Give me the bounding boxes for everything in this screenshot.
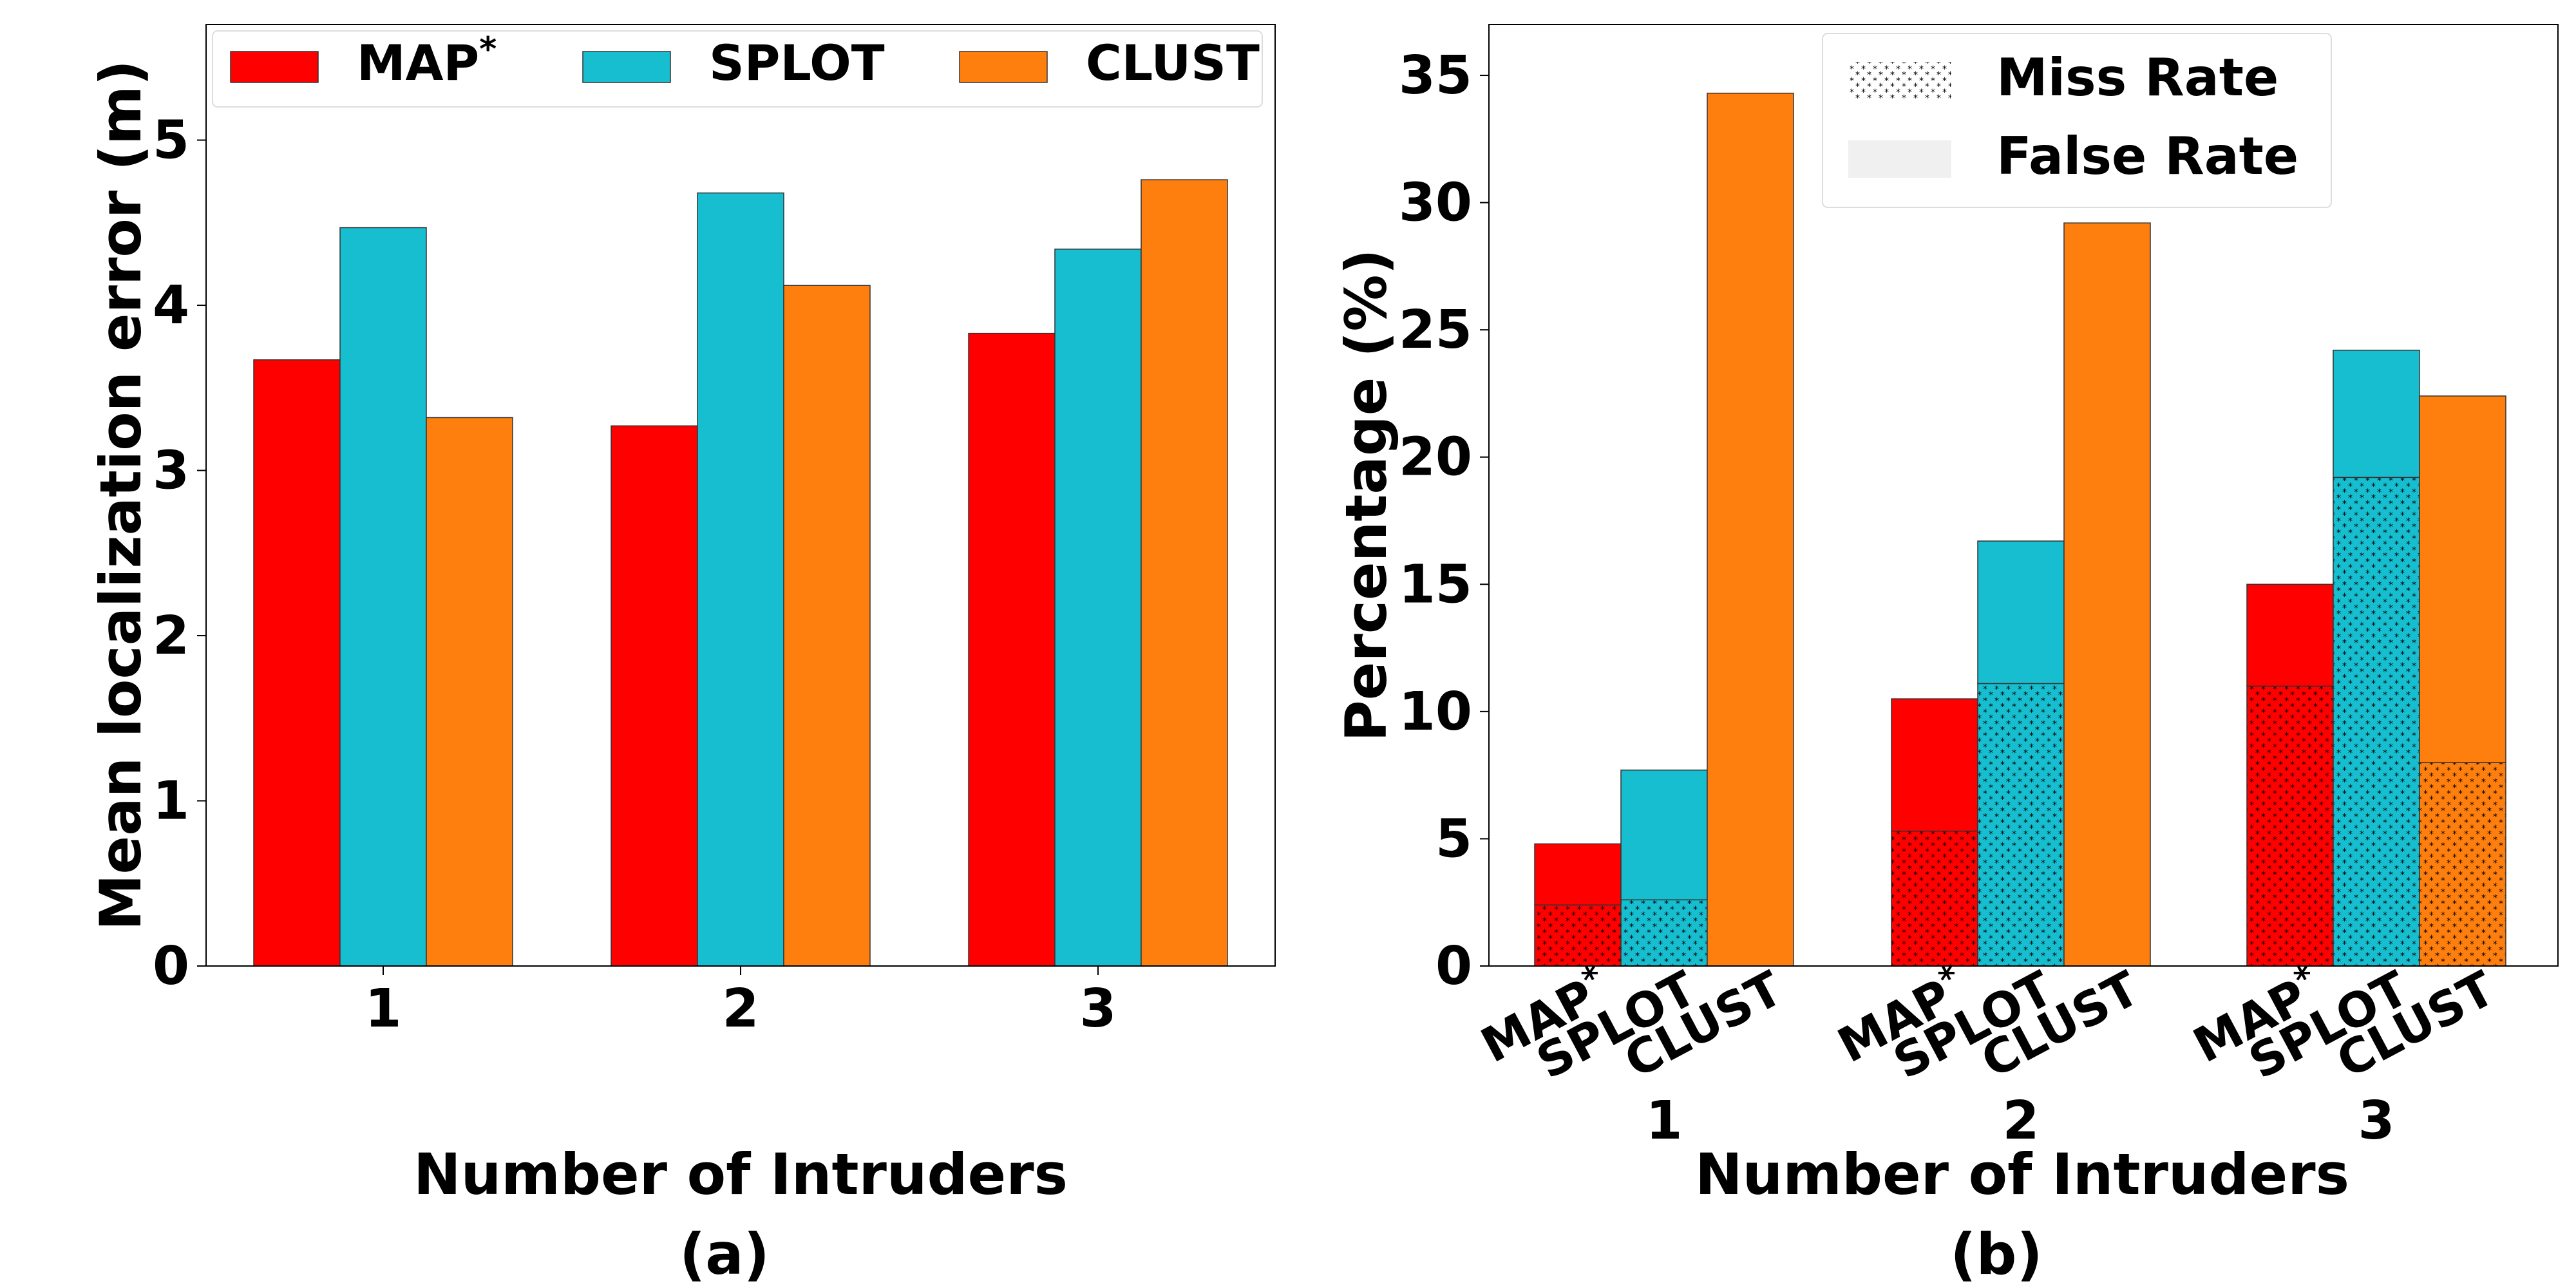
bar-clust-2 bbox=[783, 285, 871, 967]
panel-b-x-axis-label: Number of Intruders bbox=[1695, 1141, 2349, 1208]
legend-label-splot: SPLOT bbox=[709, 34, 885, 91]
bar-false-clust-3 bbox=[2419, 395, 2506, 763]
legend-label-clust: CLUST bbox=[1086, 34, 1260, 91]
y-tick-label-25: 25 bbox=[1399, 299, 1472, 361]
bar-map-3 bbox=[968, 332, 1056, 967]
panel-a-y-ticks: 0 1 2 3 4 5 bbox=[153, 110, 206, 997]
x-group-label-2: 2 bbox=[2002, 1090, 2039, 1151]
bar-splot-3 bbox=[1054, 249, 1142, 967]
panel-b-y-axis-label: Percentage (%) bbox=[1333, 249, 1399, 741]
panel-b-rate-chart: 0 5 10 15 20 25 30 35 MAP*SPLOTCLUST1MAP*SPLOTC… bbox=[1333, 24, 2559, 1287]
y-tick-label-5: 5 bbox=[1435, 808, 1472, 869]
bar-clust-3 bbox=[1141, 179, 1228, 967]
panel-b-x-ticks: MAP*SPLOTCLUST1MAP*SPLOTCLUST2MAP*SPLOTC… bbox=[1471, 958, 2504, 1151]
panel-a-legend-box bbox=[212, 30, 1263, 108]
bar-map-1 bbox=[253, 359, 341, 967]
y-tick-label-10: 10 bbox=[1399, 681, 1472, 743]
bar-false-map-2 bbox=[1891, 698, 1978, 832]
bar-false-map-1 bbox=[1534, 843, 1622, 905]
x-group-label-1: 1 bbox=[1645, 1090, 1682, 1151]
y-tick-label-15: 15 bbox=[1399, 554, 1472, 615]
panel-b-label: (b) bbox=[1950, 1221, 2042, 1287]
bar-miss-hatch-splot-2 bbox=[1977, 683, 2065, 967]
x-tick-label-3: 3 bbox=[1079, 978, 1116, 1039]
y-tick-label-2: 2 bbox=[153, 605, 189, 667]
panel-b-frame bbox=[1488, 24, 2559, 967]
y-tick-label-4: 4 bbox=[153, 275, 189, 336]
panel-b-legend: Miss Rate False Rate bbox=[1822, 33, 2332, 208]
y-tick-label-20: 20 bbox=[1399, 427, 1472, 488]
legend-swatch-clust bbox=[959, 51, 1048, 83]
panel-a-x-ticks: 1 2 3 bbox=[365, 966, 1117, 1039]
x-tick-label-2: 2 bbox=[722, 978, 759, 1039]
bar-false-splot-3 bbox=[2333, 350, 2420, 478]
bar-map-2 bbox=[611, 425, 698, 967]
bar-splot-2 bbox=[697, 192, 784, 967]
panel-a-y-axis-label: Mean localization error (m) bbox=[88, 60, 154, 931]
legend-label-map: MAP* bbox=[357, 30, 497, 91]
legend-swatch-false-rate bbox=[1848, 140, 1951, 178]
panel-a-x-axis-label: Number of Intruders bbox=[413, 1141, 1068, 1208]
bar-miss-hatch-clust-3 bbox=[2419, 762, 2506, 967]
bar-miss-hatch-map-3 bbox=[2246, 685, 2334, 967]
y-tick-label-1: 1 bbox=[153, 771, 189, 832]
bar-clust-1 bbox=[426, 417, 513, 967]
legend-swatch-map bbox=[230, 51, 319, 83]
legend-swatch-splot bbox=[582, 51, 671, 83]
legend-swatch-miss-rate bbox=[1848, 62, 1951, 99]
bar-false-splot-2 bbox=[1977, 540, 2065, 685]
bar-false-clust-1 bbox=[1707, 92, 1794, 967]
panel-b-bars bbox=[1534, 92, 2506, 967]
x-tick-label-1: 1 bbox=[365, 978, 401, 1039]
bar-false-map-3 bbox=[2246, 583, 2334, 687]
y-tick-label-30: 30 bbox=[1399, 173, 1472, 234]
legend-label-miss-rate: Miss Rate bbox=[1996, 48, 2278, 108]
panel-a-error-chart: 0 1 2 3 4 5 1 2 3 Mean localization error (m) N… bbox=[88, 24, 1276, 1287]
bar-false-clust-2 bbox=[2063, 222, 2151, 967]
bar-miss-hatch-map-1 bbox=[1534, 904, 1622, 967]
panel-b-y-ticks: 0 5 10 15 20 25 30 35 bbox=[1399, 45, 1489, 997]
y-tick-label-0: 0 bbox=[153, 936, 189, 997]
x-group-label-3: 3 bbox=[2358, 1090, 2394, 1151]
bar-splot-1 bbox=[339, 227, 427, 967]
panel-a-legend: MAP* SPLOT CLUST bbox=[212, 30, 1263, 108]
y-tick-label-5: 5 bbox=[153, 110, 189, 171]
bar-false-splot-1 bbox=[1620, 769, 1708, 901]
bar-miss-hatch-splot-3 bbox=[2333, 477, 2420, 967]
y-tick-label-3: 3 bbox=[153, 440, 189, 502]
bar-miss-hatch-map-2 bbox=[1891, 830, 1978, 967]
panel-a-label: (a) bbox=[679, 1221, 770, 1287]
panel-a-bars bbox=[253, 179, 1228, 967]
y-tick-label-0: 0 bbox=[1435, 936, 1472, 997]
y-tick-label-35: 35 bbox=[1399, 45, 1472, 106]
legend-label-false-rate: False Rate bbox=[1996, 126, 2298, 186]
bar-miss-hatch-splot-1 bbox=[1620, 899, 1708, 967]
